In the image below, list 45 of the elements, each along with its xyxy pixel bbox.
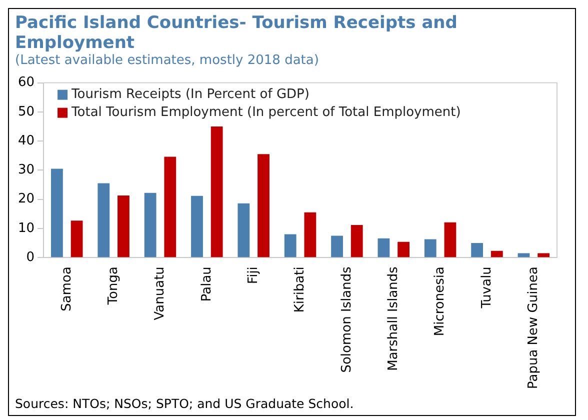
bar [258,154,270,258]
bar [164,156,176,258]
source-note: Sources: NTOs; NSOs; SPTO; and US Graduate School. [15,396,355,411]
x-tick-label: Micronesia [432,266,448,336]
x-tick-label: Samoa [59,266,74,312]
y-tick-label: 60 [18,75,35,90]
y-tick-label: 40 [18,133,35,148]
bar [70,220,83,258]
x-tick-label: Palau [199,266,214,302]
bar [98,183,110,258]
y-tick-label: 20 [18,192,35,207]
y-tick-label: 10 [18,220,35,236]
x-tick-label: Tuvalu [479,266,494,310]
x-tick-label: Marshall Islands [386,266,401,371]
x-tick-label: Tonga [106,266,121,306]
x-tick-label: Kiribati [292,266,308,313]
bar [398,242,410,258]
bar [444,222,456,258]
bar [284,234,296,258]
chart-subtitle: (Latest available estimates, mostly 2018 data) [15,53,320,68]
legend-label: Tourism Receipts (In Percent of GDP) [70,87,310,102]
bar [378,238,390,258]
bar [118,196,130,258]
bar [538,253,550,258]
x-tick-label: Fiji [246,266,261,284]
bar [144,192,156,258]
bar [350,224,363,258]
y-tick-label: 50 [18,104,35,120]
bar [424,239,436,258]
y-tick-label: 30 [18,162,35,178]
x-tick-label: Vanuatu [152,266,168,320]
bar [238,203,250,258]
bar [331,236,343,258]
legend-label: Total Tourism Employment (In percent of Total Employment) [70,105,461,120]
bar [51,168,63,258]
bar [490,250,503,258]
bar [191,196,203,258]
bar [471,243,484,258]
bar [518,253,530,258]
bar [304,212,316,258]
x-tick-label: Solomon Islands [339,266,354,373]
y-tick-label: 0 [26,250,35,265]
x-tick-label: Papua New Guinea [526,266,542,390]
bar [210,126,223,258]
chart-title: Pacific Island Countries- Tourism Receipts and Employment [15,13,458,53]
